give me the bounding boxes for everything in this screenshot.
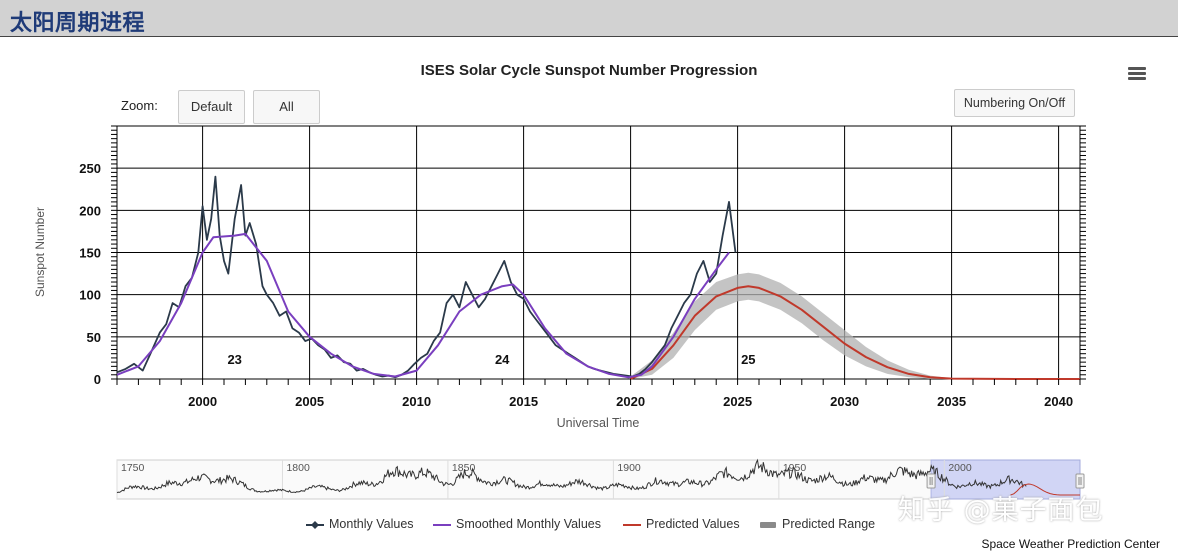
y-tick-label: 0 [94, 372, 101, 387]
predicted-values-line [630, 285, 1080, 380]
navigator-handle-icon[interactable] [1075, 473, 1085, 489]
x-tick-label: 2035 [937, 394, 966, 409]
predicted-range-layer [630, 272, 1080, 379]
y-axis-title: Sunspot Number [33, 207, 47, 297]
hamburger-menu-icon[interactable] [1128, 67, 1146, 81]
y-tick-label: 200 [79, 203, 101, 218]
y-tick-label: 150 [79, 246, 101, 261]
predicted-range-swatch-icon [759, 519, 777, 529]
page-header: 太阳周期进程 [0, 0, 1178, 37]
legend: Monthly Values Smoothed Monthly Values P… [0, 517, 1178, 535]
page-title: 太阳周期进程 [10, 11, 146, 36]
x-tick-label: 2030 [830, 394, 859, 409]
chart-title: ISES Solar Cycle Sunspot Number Progress… [420, 62, 758, 79]
navigator-selection [930, 459, 1081, 500]
main-chart[interactable]: 0 50 100 150 200 250 2000 2005 2010 2015 2020 2025 2… [0, 0, 1178, 440]
cycle-number-label: 23 [227, 352, 241, 367]
zoom-all-button[interactable]: All [253, 90, 320, 124]
x-tick-label: 2025 [723, 394, 752, 409]
x-tick-label: 2015 [509, 394, 538, 409]
legend-label-monthly: Monthly Values [329, 517, 414, 531]
x-axis-title: Universal Time [557, 416, 640, 430]
x-tick-label: 2000 [188, 394, 217, 409]
navigator[interactable]: 1750 1800 1850 1900 1950 2000 [0, 455, 1178, 505]
monthly-values-swatch-icon [306, 519, 324, 529]
smoothed-values-line [116, 232, 730, 379]
legend-monthly-values[interactable]: Monthly Values [306, 517, 414, 531]
navigator-predicted-line [1010, 483, 1080, 496]
zoom-default-button[interactable]: Default [178, 90, 245, 124]
y-tick-label: 250 [79, 161, 101, 176]
predicted-values-swatch-icon [623, 519, 641, 529]
zoom-label: Zoom: [121, 98, 158, 113]
cycle-number-label: 24 [495, 352, 510, 367]
legend-label-predicted: Predicted Values [646, 517, 740, 531]
numbering-toggle-button[interactable]: Numbering On/Off [954, 89, 1075, 117]
cycle-number-label: 25 [741, 352, 755, 367]
x-tick-label: 2005 [295, 394, 324, 409]
legend-smoothed-values[interactable]: Smoothed Monthly Values [433, 517, 601, 531]
smoothed-values-swatch-icon [433, 519, 451, 529]
watermark-text: 知乎 @菓子面包 [898, 495, 1104, 526]
x-tick-label: 2010 [402, 394, 431, 409]
legend-predicted-range[interactable]: Predicted Range [759, 517, 875, 531]
navigator-year-label: 1750 [121, 462, 145, 474]
y-tick-label: 50 [87, 330, 101, 345]
credit-text: Space Weather Prediction Center [981, 537, 1160, 551]
navigator-year-label: 1850 [452, 462, 476, 474]
x-tick-label: 2040 [1044, 394, 1073, 409]
navigator-year-label: 1800 [286, 462, 310, 474]
navigator-handle-icon[interactable] [926, 473, 936, 489]
predicted-range-band [630, 272, 1080, 379]
axes: 0 50 100 150 200 250 2000 2005 2010 2015 2020 2025 2… [79, 125, 1086, 409]
grid [116, 125, 1081, 380]
navigator-year-label: 2000 [948, 462, 972, 474]
navigator-year-label: 1900 [617, 462, 641, 474]
legend-label-smoothed: Smoothed Monthly Values [456, 517, 601, 531]
legend-predicted-values[interactable]: Predicted Values [623, 517, 740, 531]
y-tick-label: 100 [79, 288, 101, 303]
legend-label-range: Predicted Range [782, 517, 876, 531]
x-tick-label: 2020 [616, 394, 645, 409]
series-layer [116, 175, 1080, 380]
monthly-values-line [116, 175, 737, 379]
navigator-series-line [116, 458, 1027, 494]
